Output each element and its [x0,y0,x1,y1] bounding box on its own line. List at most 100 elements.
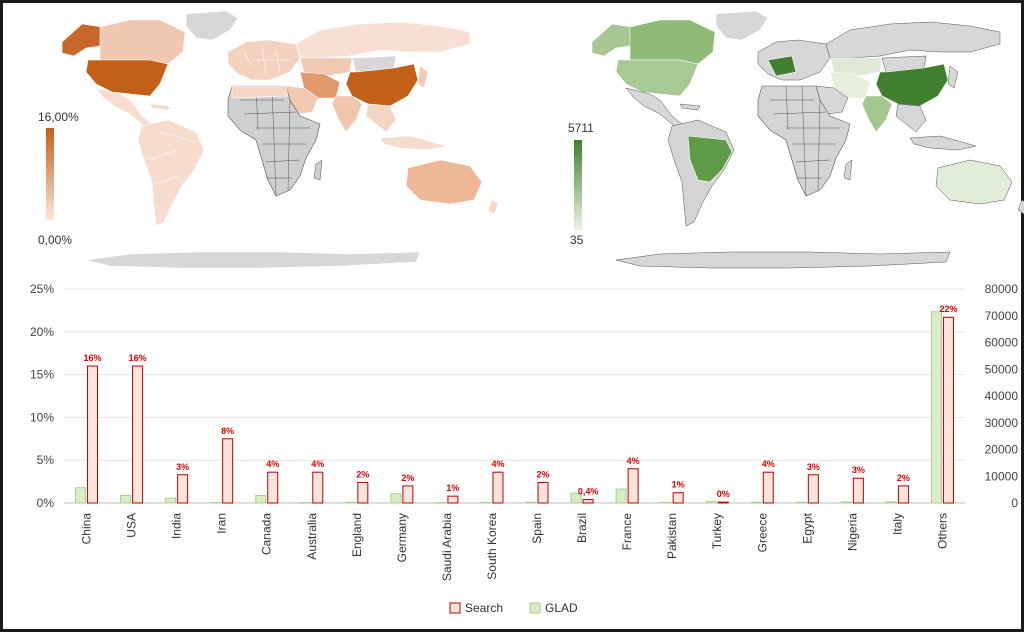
left-tick-label: 20% [30,325,54,339]
glad-bar [210,501,222,504]
search-bar [537,481,549,504]
search-bar [132,365,144,504]
search-map-legend-max: 16,00% [38,110,79,124]
legend-label: GLAD [545,601,578,615]
legend-swatch [449,602,461,614]
search-bar [942,316,954,504]
left-tick-label: 15% [30,368,54,382]
search-world-map: 16,00% 0,00% [38,10,499,269]
glad-bar [750,501,762,504]
bar-chart: 0% 5% 10% 15% 20% 25% 0 10000 20000 30000 40000 50… [30,282,1018,615]
right-tick-label: 50000 [985,362,1019,376]
right-tick-label: 40000 [985,389,1019,403]
search-data-label: 4% [762,459,775,469]
glad-world-map: 5711 35 [568,10,1024,269]
search-bar [402,485,414,504]
glad-bar [660,501,672,504]
x-tick-label: Spain [530,513,544,544]
map-china [875,63,949,107]
search-data-label: 1% [446,483,459,493]
map-russia [295,21,471,59]
search-bar [897,485,909,504]
search-data-labels: 16% 16% 3% 8% 4% 4% 2% 2% 1% 4% 2% 0,4% 4% 1% 0% 4% 3% 3%… [84,304,958,499]
x-axis: China USA India Iran Canada Australia England G… [80,512,950,581]
map-antarctica [85,251,421,269]
map-alaska [61,23,103,57]
map-africa-borders [770,85,840,197]
search-bar [717,501,729,504]
search-data-label: 4% [266,459,279,469]
right-tick-label: 10000 [985,469,1019,483]
search-data-label: 22% [939,304,957,314]
glad-bar [795,501,807,504]
right-tick-label: 0 [1011,496,1018,510]
map-north-africa [231,85,289,99]
map-brazil-border [149,131,197,185]
glad-bar [120,495,132,504]
x-tick-label: China [80,513,94,545]
search-bar [312,471,324,504]
glad-bar [525,501,537,504]
search-bar [627,468,639,504]
glad-bar [615,488,627,504]
map-usa [85,59,169,97]
left-tick-label: 0% [37,496,55,510]
search-bar [447,495,459,504]
map-india [331,95,363,133]
map-new-zealand [487,199,499,215]
glad-bar [165,497,177,504]
left-tick-label: 25% [30,282,54,296]
x-tick-label: Greece [755,513,769,553]
search-data-label: 2% [537,469,550,479]
glad-bar [840,501,852,504]
x-tick-label: Germany [395,513,409,562]
x-tick-label: Turkey [710,513,724,549]
right-tick-label: 80000 [985,282,1019,296]
search-data-label: 8% [221,426,234,436]
legend-label: Search [465,601,503,615]
map-caribbean [679,103,701,111]
left-tick-label: 5% [37,453,55,467]
search-bar [267,471,279,504]
x-tick-label: India [170,513,184,539]
search-bar [222,438,234,504]
map-canada [629,19,716,65]
search-bar [492,471,504,504]
x-tick-label: Nigeria [845,513,859,551]
glad-bar [300,502,312,504]
search-data-label: 3% [852,465,865,475]
x-tick-label: Saudi Arabia [440,513,454,581]
search-bar [852,477,864,504]
map-europe-borders [243,47,290,75]
search-bar [807,474,819,504]
glad-map-legend-max: 5711 [568,121,594,135]
x-tick-label: Canada [260,513,274,555]
x-tick-label: Australia [305,513,319,560]
map-japan [417,65,429,89]
search-bar [177,474,189,504]
glad-bar [570,492,582,504]
search-data-label: 2% [356,469,369,479]
legend-swatch [529,602,541,614]
search-bar [762,471,774,504]
x-tick-label: England [350,513,364,557]
map-australia [935,159,1013,205]
map-usa [615,59,699,97]
right-tick-label: 60000 [985,336,1019,350]
x-tick-label: France [620,513,634,551]
map-se-asia [365,103,397,133]
search-bar [582,499,594,504]
map-france-germany [767,55,797,77]
search-data-label: 4% [627,456,640,466]
glad-map-legend-ramp [574,140,582,230]
glad-bar [705,500,717,504]
glad-bar [480,501,492,504]
map-se-asia [895,103,927,133]
map-india [861,95,893,133]
chart-gridlines [64,288,965,504]
search-data-label: 2% [401,473,414,483]
map-madagascar [313,159,323,181]
map-russia [825,21,1001,59]
left-tick-label: 10% [30,410,54,424]
